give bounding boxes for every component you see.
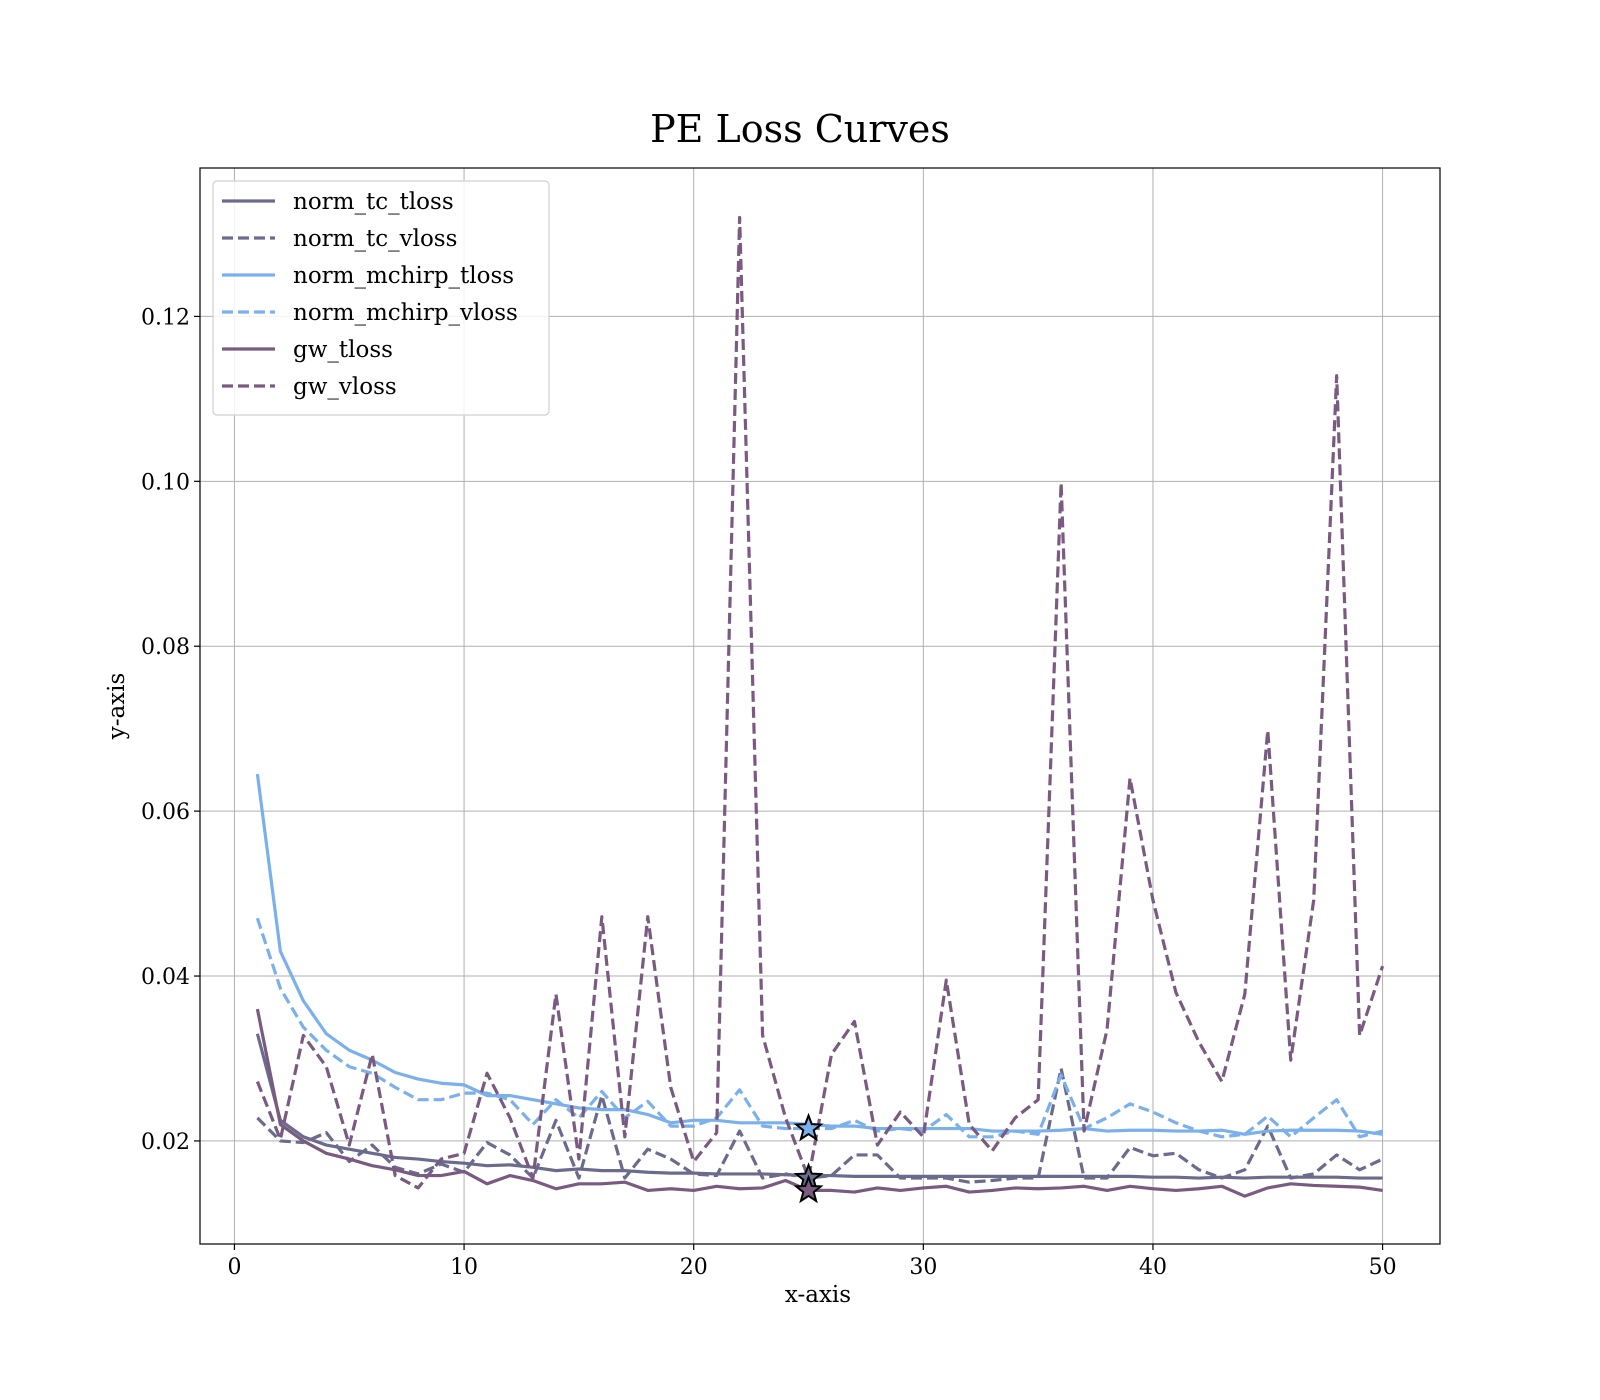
- series-line-gw_vloss: [255, 215, 1385, 1190]
- y-tick-label: 0.06: [141, 800, 190, 825]
- y-tick-label: 0.10: [141, 470, 190, 495]
- legend-label-norm_mchirp_tloss: norm_mchirp_tloss: [293, 263, 514, 289]
- legend-label-gw_vloss: gw_vloss: [293, 374, 397, 400]
- legend: norm_tc_tloss norm_tc_vloss norm_mchirp_tl…: [212, 180, 550, 416]
- axis-ticks: 0 10 20 30 40 50 0.02 0.04 0.06 0.08 0.10 0.12: [141, 305, 1397, 1280]
- y-tick-label: 0.12: [141, 305, 190, 330]
- x-tick-label: 40: [1139, 1255, 1167, 1280]
- legend-label-norm_mchirp_vloss: norm_mchirp_vloss: [293, 300, 518, 326]
- legend-label-gw_tloss: gw_tloss: [293, 337, 393, 363]
- x-tick-label: 20: [680, 1255, 708, 1280]
- x-axis-label: x-axis: [785, 1282, 851, 1308]
- y-tick-label: 0.08: [141, 635, 190, 660]
- series-line-norm_mchirp_vloss: [255, 917, 1383, 1139]
- series-line-norm_mchirp_tloss: [255, 773, 1383, 1136]
- legend-label-norm_tc_vloss: norm_tc_vloss: [293, 226, 457, 252]
- best-marker-norm_mchirp_vloss: [793, 1112, 824, 1142]
- legend-box: [212, 180, 550, 416]
- plot-frame: [199, 167, 1441, 1245]
- series-line-norm_tc_tloss: [255, 1033, 1383, 1180]
- best-epoch-markers: [793, 1112, 824, 1204]
- series-line-gw_tloss: [255, 1008, 1383, 1198]
- best-marker-gw_tloss: [793, 1174, 824, 1204]
- y-axis-label: y-axis: [104, 673, 130, 741]
- x-tick-label: 30: [909, 1255, 937, 1280]
- y-tick-label: 0.02: [141, 1130, 190, 1155]
- legend-label-norm_tc_tloss: norm_tc_tloss: [293, 189, 454, 215]
- x-tick-label: 0: [227, 1255, 241, 1280]
- x-tick-label: 50: [1369, 1255, 1397, 1280]
- y-tick-label: 0.04: [141, 965, 190, 990]
- x-tick-label: 10: [450, 1255, 478, 1280]
- chart-title: PE Loss Curves: [650, 107, 950, 151]
- series-line-norm_tc_vloss: [256, 1066, 1384, 1184]
